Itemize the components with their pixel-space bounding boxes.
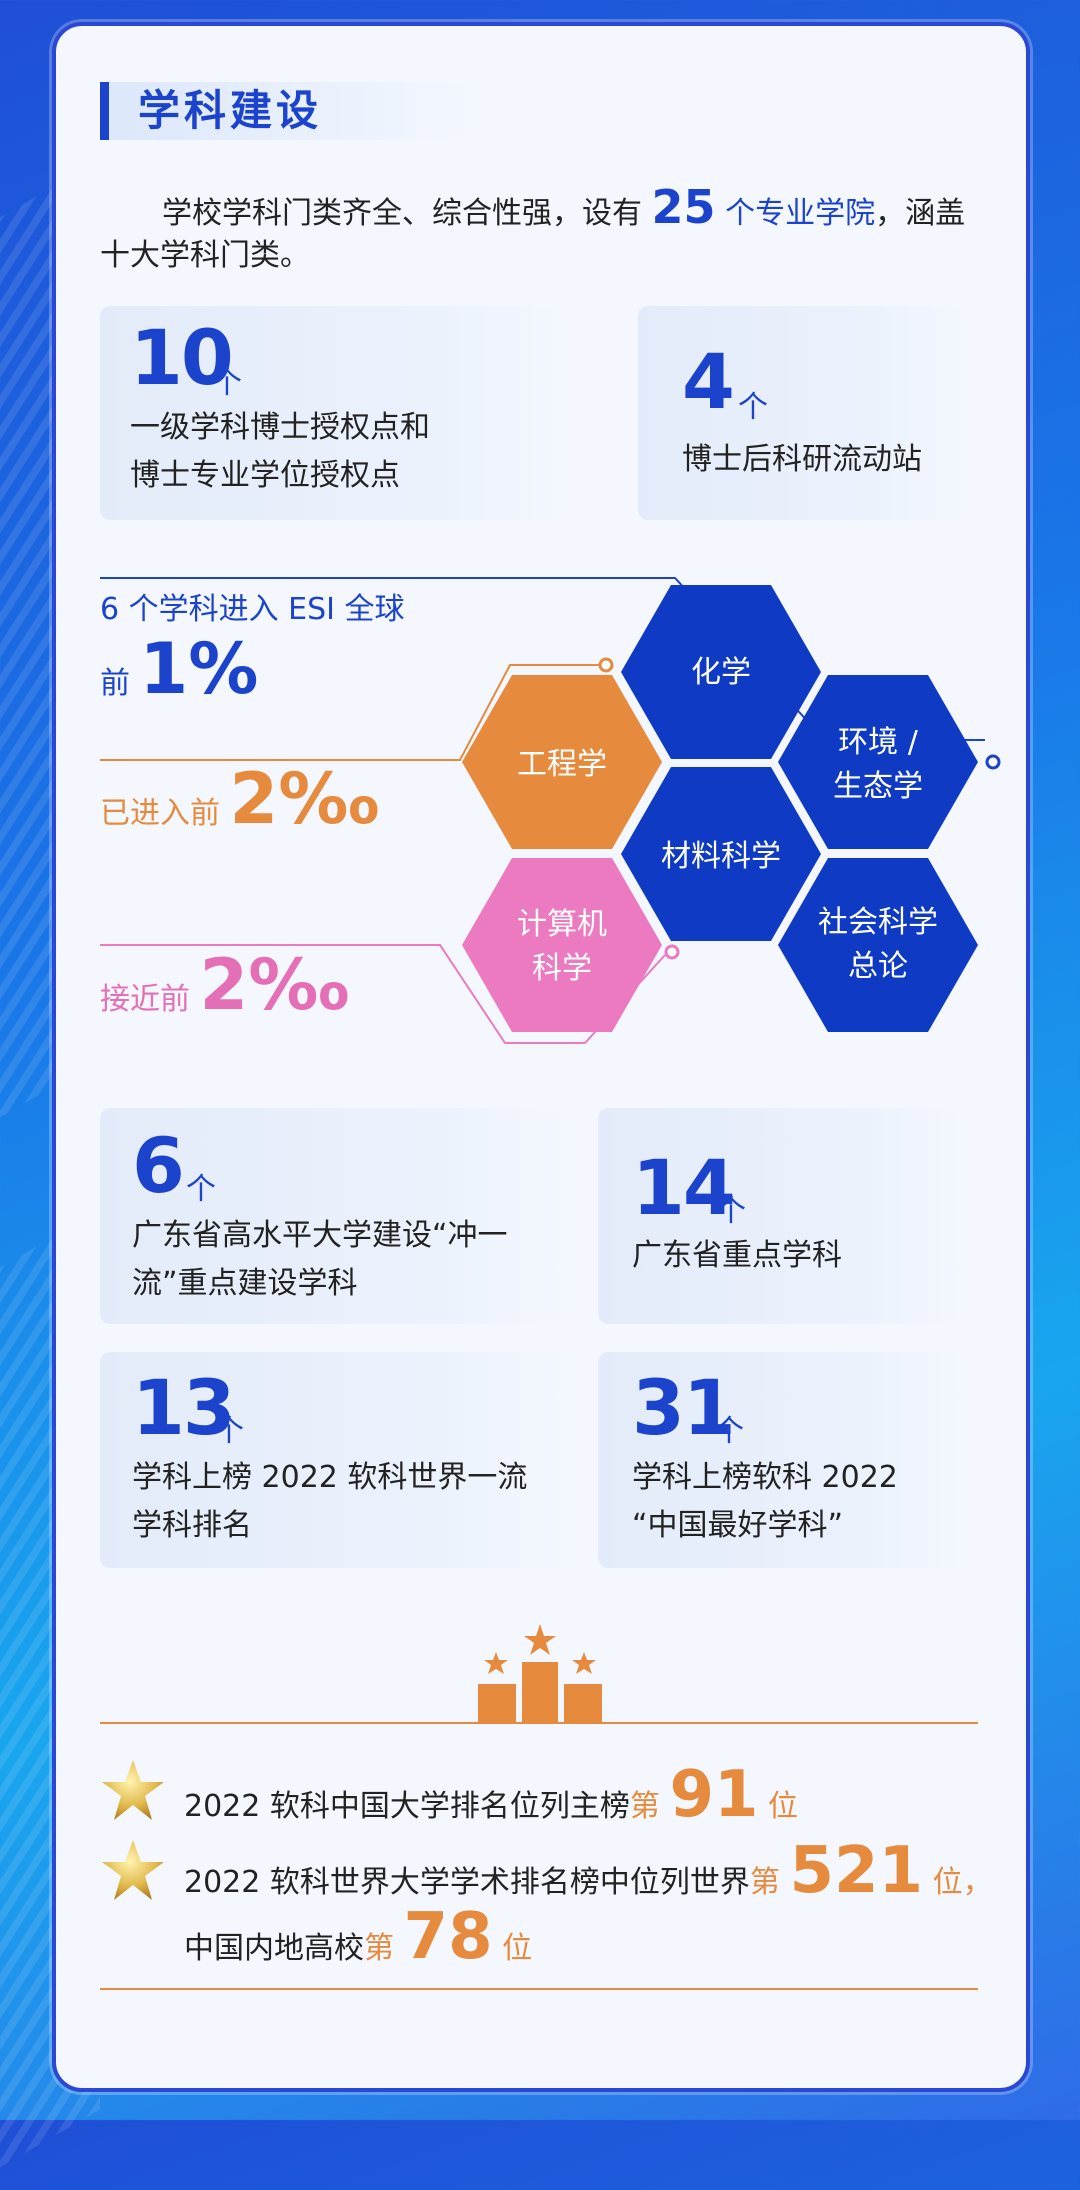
- hex-label-env1: 环境 /: [838, 725, 919, 760]
- stat-unit: 个: [716, 1194, 746, 1229]
- stat-box-provincial-first-class: 6 个 广东省高水平大学建设“冲一 流”重点建设学科: [100, 1108, 584, 1324]
- hex-label-mat: 材料科学: [661, 839, 781, 874]
- stat-desc-line2: 学科排名: [132, 1508, 252, 1543]
- stat-box-doctoral: 10 个 一级学科博士授权点和 博士专业学位授权点: [100, 306, 580, 520]
- hex-materials: [621, 767, 821, 941]
- divider-top: [100, 1722, 978, 1724]
- hex-chemistry: [621, 585, 821, 759]
- stat-unit: 个: [214, 1414, 244, 1449]
- stat-number: 10: [130, 313, 234, 402]
- hex-label-soc1: 社会科学: [818, 905, 938, 940]
- intro-paragraph: 学校学科门类齐全、综合性强，设有 25 个专业学院，涵盖十大学科门类。: [100, 180, 966, 273]
- rank-number: 521: [789, 1834, 924, 1908]
- hex-computer-science: [462, 858, 662, 1032]
- rank-number: 78: [403, 1900, 493, 1974]
- stat-number: 31: [632, 1363, 736, 1452]
- stat-unit: 个: [714, 1414, 744, 1449]
- esi-entered-label: 已进入前 2‰: [100, 758, 380, 840]
- stat-desc-line1: 广东省重点学科: [632, 1238, 842, 1273]
- gold-star-icon: [102, 1760, 164, 1820]
- stat-desc-line2: 流”重点建设学科: [132, 1266, 358, 1301]
- connector-dot-orange: [598, 657, 614, 673]
- stat-box-provincial-key: 14 个 广东省重点学科: [598, 1108, 978, 1324]
- header-accent-bar: [100, 82, 109, 140]
- stat-desc-line1: 学科上榜 2022 软科世界一流: [132, 1460, 528, 1495]
- hex-label-cs2: 科学: [532, 951, 592, 986]
- stat-desc-line2: 博士专业学位授权点: [130, 458, 400, 493]
- stat-desc-line2: “中国最好学科”: [632, 1508, 844, 1543]
- hex-label-cs1: 计算机: [517, 907, 607, 942]
- stat-desc-line1: 一级学科博士授权点和: [130, 410, 430, 445]
- ranking-mainland: 中国内地高校第 78 位: [184, 1900, 533, 1974]
- stat-box-world-ranking: 13 个 学科上榜 2022 软科世界一流 学科排名: [100, 1352, 584, 1568]
- ranking-world: 2022 软科世界大学学术排名榜中位列世界第 521 位，: [184, 1834, 993, 1908]
- stat-unit: 个: [212, 366, 242, 401]
- rank-number: 91: [669, 1758, 759, 1832]
- hex-label-eng: 工程学: [517, 747, 607, 782]
- connector-dot-pink: [664, 944, 680, 960]
- divider-bottom: [100, 1988, 978, 1990]
- stat-number: 6: [132, 1121, 185, 1210]
- connector-line-orange: [100, 664, 600, 761]
- connector-dot-blue: [985, 754, 1001, 770]
- college-count: 25: [651, 180, 716, 234]
- section-title: 学科建设: [138, 86, 323, 135]
- hex-label-soc2: 总论: [848, 949, 908, 984]
- podium-icon: [478, 1624, 602, 1722]
- stat-unit: 个: [738, 390, 768, 425]
- esi-hex-diagram: 化学 环境 / 生态学 工程学 材料科学 计算机 科学 社会科学 总论: [100, 577, 1001, 1044]
- stat-number: 4: [682, 337, 735, 426]
- esi-title: 6 个学科进入 ESI 全球: [100, 592, 405, 627]
- hex-engineering: [462, 675, 662, 849]
- stat-unit: 个: [186, 1172, 216, 1207]
- stat-box-china-best: 31 个 学科上榜软科 2022 “中国最好学科”: [598, 1352, 978, 1568]
- esi-near-label: 接近前 2‰: [100, 944, 350, 1026]
- gold-star-icon: [102, 1840, 164, 1900]
- stat-desc-line1: 博士后科研流动站: [682, 442, 922, 477]
- stat-number: 13: [132, 1363, 236, 1452]
- stat-box-postdoc: 4 个 博士后科研流动站: [638, 306, 978, 520]
- ranking-china: 2022 软科中国大学排名位列主榜第 91 位: [184, 1758, 799, 1832]
- hex-label-chem: 化学: [691, 655, 751, 690]
- stat-desc-line1: 学科上榜软科 2022: [632, 1460, 898, 1495]
- hex-social-science: [778, 858, 978, 1032]
- esi-top-percent: 前 1%: [100, 628, 259, 710]
- hex-label-env2: 生态学: [833, 769, 923, 804]
- stat-desc-line1: 广东省高水平大学建设“冲一: [132, 1218, 508, 1253]
- hex-environment: [778, 675, 978, 849]
- stat-number: 14: [632, 1143, 736, 1232]
- section-header: 学科建设: [100, 82, 490, 140]
